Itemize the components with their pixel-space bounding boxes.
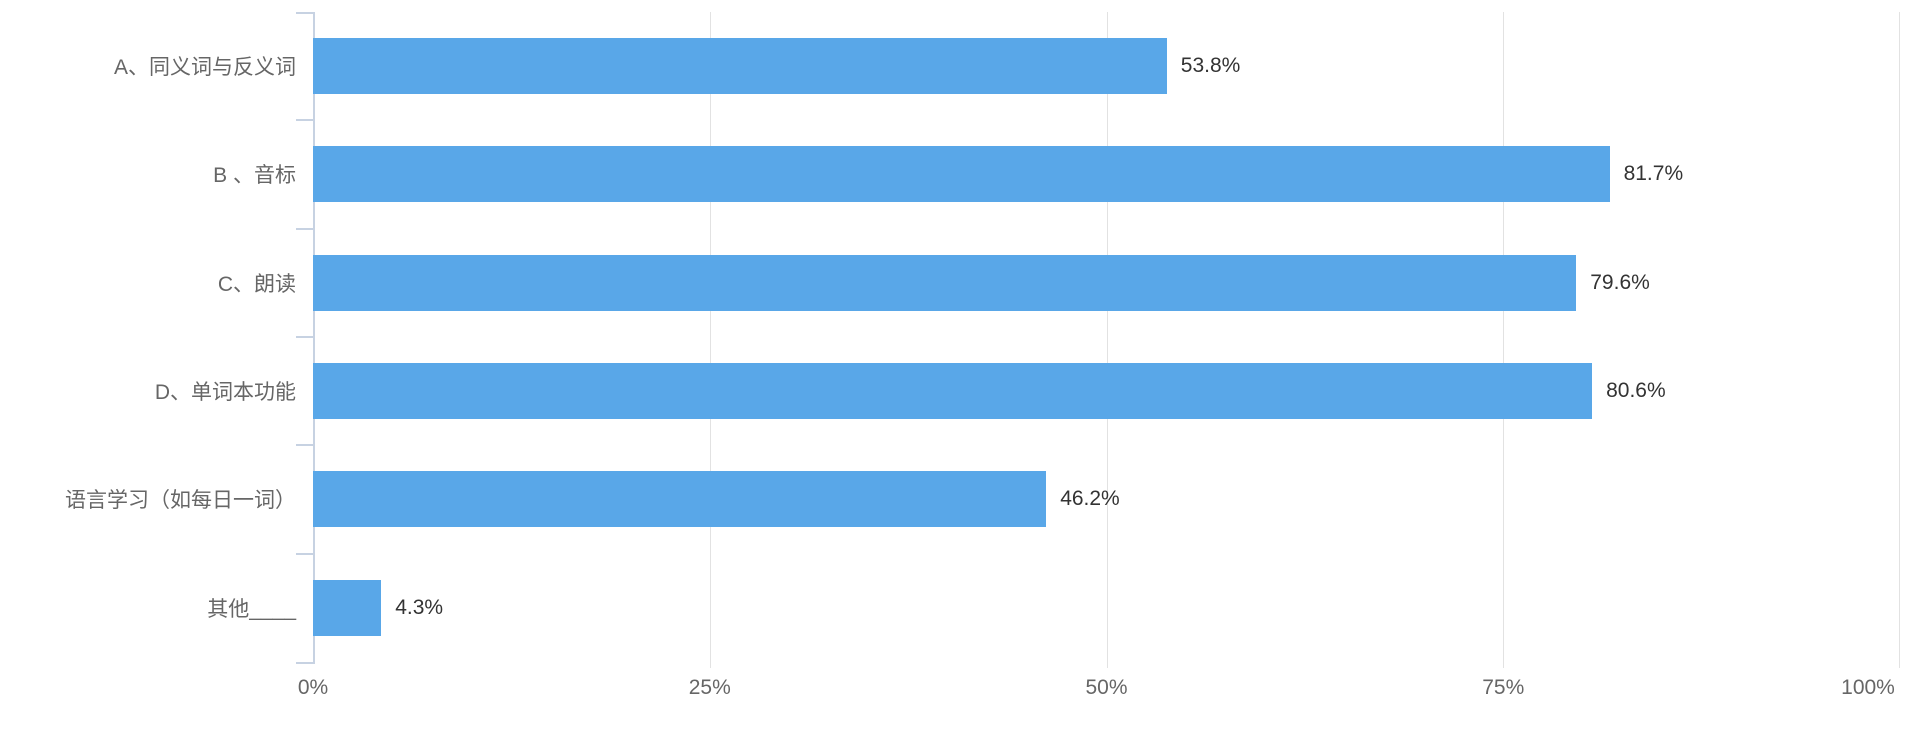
bar <box>313 255 1577 311</box>
bar <box>313 471 1047 527</box>
category-label: 其他____ <box>207 598 296 621</box>
y-axis-tick <box>296 444 313 446</box>
gridline-75 <box>1503 12 1505 668</box>
y-axis-tick <box>296 553 313 555</box>
x-tick-label: 25% <box>688 676 731 699</box>
y-axis-tick <box>296 662 313 664</box>
x-tick-label: 75% <box>1482 676 1525 699</box>
bar <box>313 146 1610 202</box>
gridline-50 <box>1106 12 1108 668</box>
bar-value-label: 46.2% <box>1060 487 1120 510</box>
bar-row: 53.8% <box>313 12 1900 120</box>
bar-value-label: 80.6% <box>1606 379 1666 402</box>
category-label: 语言学习（如每日一词） <box>65 489 296 512</box>
bar <box>313 38 1167 94</box>
x-tick-label: 50% <box>1085 676 1128 699</box>
bar-row: 80.6% <box>313 337 1900 445</box>
x-axis: 0% 25% 50% 75% 100% <box>298 676 1900 706</box>
category-label: C、朗读 <box>217 273 296 296</box>
bar-value-label: 53.8% <box>1180 54 1241 77</box>
y-axis-tick <box>296 336 313 338</box>
category-label: D、单词本功能 <box>154 381 296 404</box>
gridline-100 <box>1899 12 1900 668</box>
bar-row: 79.6% <box>313 229 1900 337</box>
plot-area: 53.8% 81.7% 79.6% 80.6% 46.2% 4.3% <box>296 12 1900 668</box>
bar-value-label: 79.6% <box>1590 271 1650 294</box>
bar-value-label: 81.7% <box>1623 162 1684 185</box>
y-axis-tick <box>296 119 313 121</box>
x-tick-label: 100% <box>1841 676 1895 699</box>
y-axis-tick <box>296 12 313 14</box>
y-axis-tick <box>296 228 313 230</box>
bar-row: 4.3% <box>313 554 1900 662</box>
category-label: A、同义词与反义词 <box>113 56 296 79</box>
bar-value-label: 4.3% <box>395 596 444 619</box>
bar-row: 46.2% <box>313 445 1900 553</box>
bar <box>313 363 1593 419</box>
y-axis-line <box>313 12 315 664</box>
x-tick-label: 0% <box>297 676 329 699</box>
bar-row: 81.7% <box>313 120 1900 228</box>
gridline-25 <box>709 12 711 668</box>
category-label: B 、音标 <box>213 164 296 187</box>
bar <box>313 580 382 636</box>
